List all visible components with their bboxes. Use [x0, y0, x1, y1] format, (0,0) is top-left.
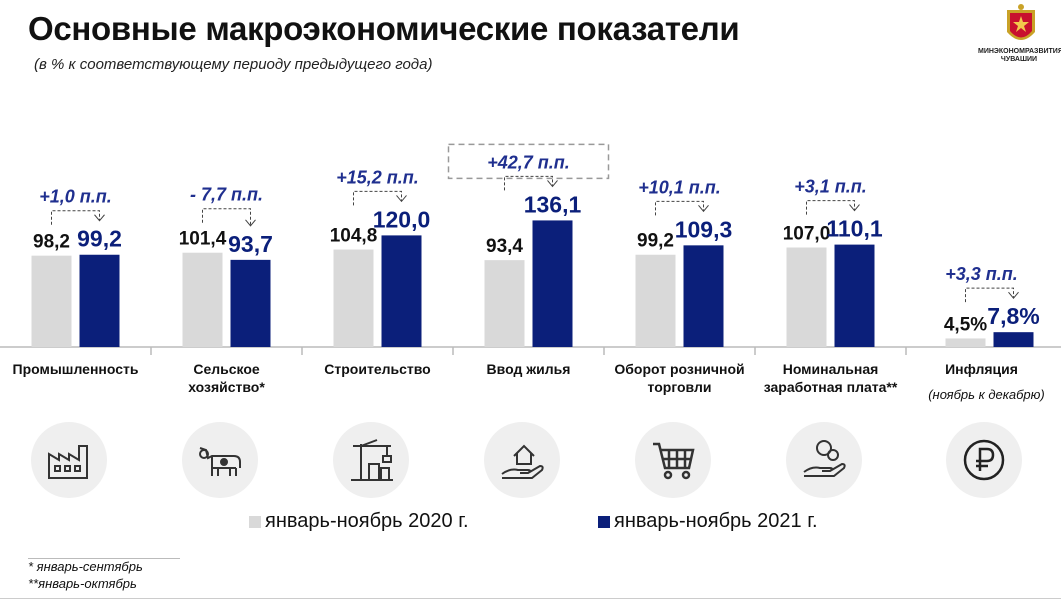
- bar-2020: [945, 338, 986, 347]
- data-label-2021: 120,0: [373, 206, 431, 232]
- category-label: Номинальная: [783, 361, 879, 377]
- category-label: Ввод жилья: [487, 361, 571, 377]
- footnote-1: * январь-сентябрь: [28, 559, 143, 574]
- legend-swatch-2021: [598, 515, 610, 528]
- data-label-2020: 99,2: [637, 231, 674, 252]
- delta-label: +1,0 п.п.: [39, 187, 112, 207]
- bar-2021: [683, 245, 724, 347]
- bottom-divider: [0, 598, 1061, 599]
- delta-label: +10,1 п.п.: [638, 177, 721, 197]
- bar-2020: [786, 247, 827, 347]
- bar-2020: [635, 254, 676, 347]
- delta-arrow: [94, 214, 105, 222]
- footnote-divider: [28, 558, 180, 559]
- delta-bracket: [504, 175, 553, 191]
- delta-arrow: [547, 180, 558, 188]
- category-note: (ноябрь к декабрю): [928, 387, 1045, 402]
- data-label-2020: 101,4: [179, 229, 227, 250]
- logo-text: МИНЭКОНОМРАЗВИТИЯ ЧУВАШИИ: [978, 48, 1061, 63]
- shopping-cart-icon: [635, 422, 711, 498]
- delta-bracket: [965, 287, 1014, 303]
- delta-arrow: [396, 195, 407, 203]
- house-in-hand-icon: [484, 422, 560, 498]
- data-label-2020: 93,4: [486, 236, 523, 257]
- legend-swatch-2020: [249, 515, 261, 528]
- legend-item-2020: январь-ноябрь 2020 г.: [249, 510, 469, 533]
- bar-2021: [532, 220, 573, 347]
- data-label-2021: 93,7: [228, 231, 273, 257]
- bar-2020: [333, 249, 374, 347]
- ruble-icon: [946, 422, 1022, 498]
- data-label-2021: 110,1: [826, 216, 882, 242]
- category-label: Строительство: [324, 361, 430, 377]
- data-label-2021: 136,1: [524, 191, 582, 217]
- construction-crane-icon: [333, 422, 409, 498]
- legend-label-2020: январь-ноябрь 2020 г.: [265, 510, 469, 532]
- data-label-2021: 109,3: [675, 216, 733, 242]
- category-label: торговли: [648, 379, 712, 395]
- bar-2021: [993, 332, 1034, 347]
- bar-2020: [31, 255, 72, 347]
- category-label: заработная плата**: [764, 379, 898, 395]
- bar-2021: [381, 235, 422, 347]
- data-label-2020: 107,0: [783, 223, 831, 244]
- delta-bracket: [655, 200, 704, 216]
- page-subtitle: (в % к соответствующему периоду предыдущ…: [34, 56, 433, 73]
- delta-label: +15,2 п.п.: [336, 167, 419, 187]
- cow-icon: [182, 422, 258, 498]
- page-title: Основные макроэкономические показатели: [28, 10, 740, 47]
- coat-of-arms-logo: [983, 2, 1059, 68]
- delta-arrow: [698, 205, 709, 213]
- coins-in-hand-icon: [786, 422, 862, 498]
- legend-item-2021: январь-ноябрь 2021 г.: [598, 510, 818, 533]
- delta-bracket: [202, 208, 251, 226]
- bar-2020: [182, 252, 223, 347]
- legend-label-2021: январь-ноябрь 2021 г.: [614, 510, 818, 532]
- category-label: Инфляция: [945, 361, 1018, 377]
- delta-label: +3,1 п.п.: [794, 177, 867, 197]
- delta-label: - 7,7 п.п.: [190, 185, 263, 205]
- bar-2021: [230, 259, 271, 347]
- category-label: Промышленность: [13, 361, 139, 377]
- data-label-2020: 4,5%: [944, 314, 987, 335]
- bar-chart: 98,2 99,2 +1,0 п.п. Промышленность 101,4 93,7…: [0, 143, 1061, 402]
- factory-icon: [31, 422, 107, 498]
- delta-bracket: [353, 190, 402, 206]
- delta-arrow: [1008, 291, 1019, 299]
- bar-2021: [834, 244, 875, 347]
- delta-bracket: [51, 210, 100, 225]
- delta-highlight-box: [447, 143, 610, 180]
- category-label: Сельское: [193, 361, 260, 377]
- data-label-2020: 98,2: [33, 232, 70, 253]
- delta-label: +42,7 п.п.: [487, 152, 570, 172]
- footnote-2: **январь-октябрь: [28, 576, 137, 591]
- category-label: Оборот розничной: [614, 361, 744, 377]
- bar-2020: [484, 260, 525, 347]
- delta-bracket: [806, 200, 855, 215]
- footnotes: * январь-сентябрь **январь-октябрь: [28, 558, 143, 592]
- data-label-2020: 104,8: [330, 226, 378, 247]
- data-label-2021: 7,8%: [987, 303, 1039, 329]
- category-label: хозяйство*: [188, 379, 265, 395]
- delta-label: +3,3 п.п.: [945, 264, 1018, 284]
- bar-2021: [79, 254, 120, 347]
- delta-arrow: [849, 204, 860, 212]
- delta-arrow: [245, 219, 256, 227]
- data-label-2021: 99,2: [77, 226, 122, 252]
